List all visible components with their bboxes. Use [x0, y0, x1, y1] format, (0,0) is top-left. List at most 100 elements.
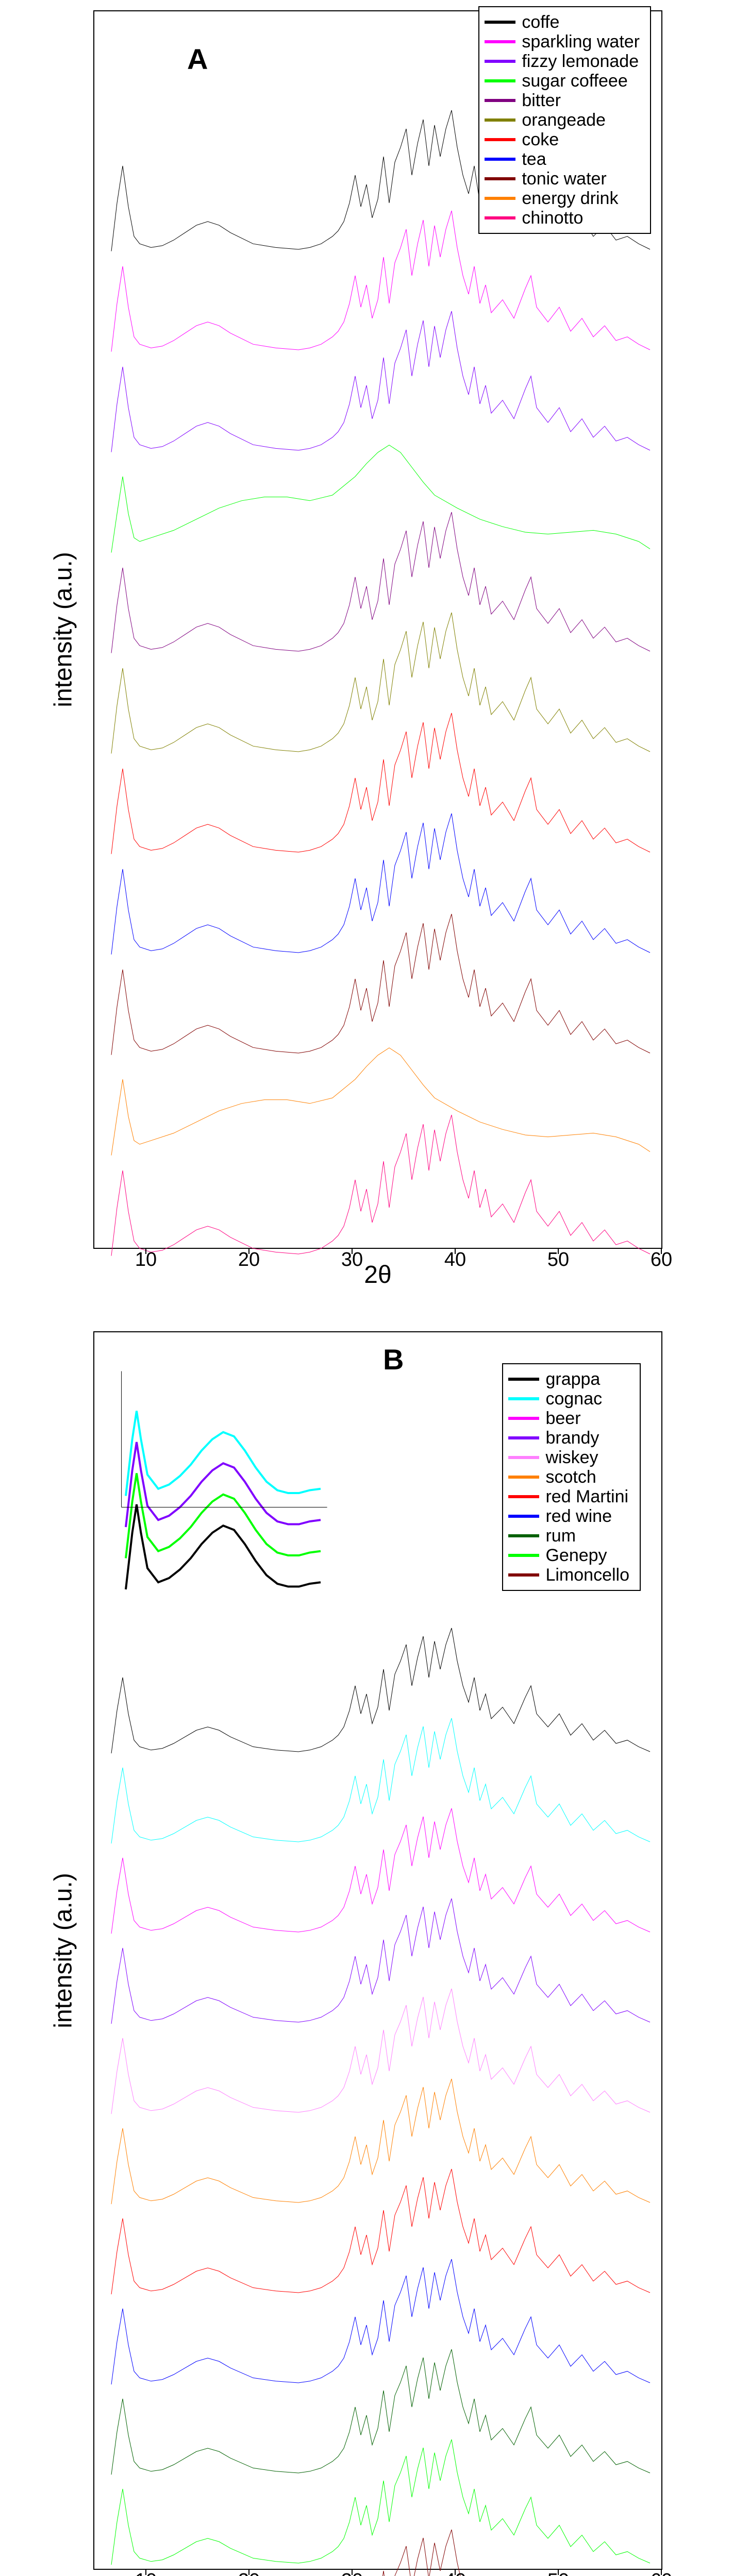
- legend-row: sugar coffeee: [485, 71, 640, 91]
- legend-row: beer: [508, 1409, 629, 1428]
- xlabel-a: 2θ: [364, 1261, 391, 1289]
- legend-swatch: [508, 1495, 539, 1498]
- legend-label: wiskey: [545, 1448, 598, 1468]
- legend-label: sugar coffeee: [522, 71, 627, 91]
- legend-row: Limoncello: [508, 1565, 629, 1585]
- legend-row: rum: [508, 1526, 629, 1546]
- xrd-trace: [94, 1866, 661, 2030]
- legend-swatch: [508, 1534, 539, 1537]
- legend-swatch: [508, 1554, 539, 1557]
- legend-label: tea: [522, 149, 546, 170]
- xrd-trace: [94, 375, 661, 560]
- xrd-trace: [94, 2136, 661, 2301]
- xtick-mark: [145, 1248, 146, 1254]
- xtick-mark: [558, 2569, 559, 2575]
- legend-label: cognac: [545, 1389, 602, 1409]
- xrd-trace: [94, 1078, 661, 1263]
- legend-label: beer: [545, 1409, 580, 1429]
- legend-label: orangeade: [522, 110, 606, 130]
- legend-label: tonic water: [522, 169, 606, 189]
- ylabel-b: intensity (a.u.): [49, 1873, 78, 2028]
- xrd-trace: [94, 2406, 661, 2571]
- legend-row: orangeade: [485, 110, 640, 130]
- legend-row: fizzy lemonade: [485, 52, 640, 71]
- legend-row: scotch: [508, 1467, 629, 1487]
- panel-letter-a: A: [187, 42, 208, 76]
- ylabel-a: intensity (a.u.): [49, 552, 78, 707]
- panel-b: B intensity (a.u.) grappacognacbeerbrand…: [93, 1331, 660, 2570]
- xtick-mark: [661, 2569, 662, 2575]
- legend-row: cognac: [508, 1389, 629, 1409]
- legend-row: wiskey: [508, 1448, 629, 1467]
- xtick-mark: [145, 2569, 146, 2575]
- legend-label: Genepy: [545, 1546, 607, 1566]
- xrd-trace: [94, 274, 661, 460]
- legend-label: bitter: [522, 91, 561, 111]
- xtick-mark: [455, 1248, 456, 1254]
- legend-label: coffe: [522, 12, 559, 32]
- legend-label: grappa: [545, 1369, 600, 1389]
- legend-swatch: [508, 1397, 539, 1400]
- panel-a: A intensity (a.u.) 2θ coffesparkling wat…: [93, 10, 660, 1249]
- legend-swatch: [508, 1573, 539, 1577]
- legend-row: red wine: [508, 1506, 629, 1526]
- xrd-trace: [94, 2316, 661, 2481]
- xtick-mark: [248, 1248, 249, 1254]
- legend-label: rum: [545, 1526, 576, 1546]
- legend-swatch: [485, 216, 515, 219]
- legend-label: coke: [522, 130, 559, 150]
- legend-a: coffesparkling waterfizzy lemonadesugar …: [478, 6, 651, 234]
- legend-label: red wine: [545, 1506, 612, 1527]
- legend-row: red Martini: [508, 1487, 629, 1506]
- xtick-mark: [352, 2569, 353, 2575]
- xrd-trace: [94, 977, 661, 1163]
- legend-label: energy drink: [522, 189, 618, 209]
- legend-swatch: [508, 1378, 539, 1381]
- legend-label: fizzy lemonade: [522, 52, 639, 72]
- legend-label: sparkling water: [522, 32, 640, 52]
- legend-swatch: [485, 21, 515, 24]
- legend-row: coke: [485, 130, 640, 149]
- legend-swatch: [508, 1436, 539, 1439]
- legend-swatch: [485, 60, 515, 63]
- plot-area-a: A intensity (a.u.) 2θ coffesparkling wat…: [93, 10, 662, 1249]
- plot-area-b: B intensity (a.u.) grappacognacbeerbrand…: [93, 1331, 662, 2570]
- xtick-mark: [352, 1248, 353, 1254]
- legend-row: tea: [485, 149, 640, 169]
- legend-row: brandy: [508, 1428, 629, 1448]
- legend-swatch: [485, 158, 515, 161]
- xrd-trace: [94, 2046, 661, 2211]
- legend-swatch: [508, 1456, 539, 1459]
- legend-label: brandy: [545, 1428, 599, 1448]
- xtick-mark: [248, 2569, 249, 2575]
- legend-swatch: [508, 1417, 539, 1420]
- panel-letter-b: B: [383, 1343, 404, 1376]
- legend-swatch: [508, 1476, 539, 1479]
- xrd-trace: [94, 2226, 661, 2391]
- xrd-trace: [94, 575, 661, 761]
- legend-swatch: [485, 99, 515, 102]
- legend-row: bitter: [485, 91, 640, 110]
- xrd-trace: [94, 1775, 661, 1940]
- xtick-mark: [558, 1248, 559, 1254]
- xrd-trace: [94, 1956, 661, 2121]
- legend-row: energy drink: [485, 189, 640, 208]
- legend-label: chinotto: [522, 208, 583, 228]
- xrd-trace: [94, 1595, 661, 1760]
- legend-swatch: [485, 79, 515, 82]
- xtick-mark: [455, 2569, 456, 2575]
- legend-row: chinotto: [485, 208, 640, 228]
- inset-b: [115, 1368, 331, 1595]
- legend-swatch: [485, 138, 515, 141]
- xrd-trace: [94, 1685, 661, 1850]
- xtick-mark: [661, 1248, 662, 1254]
- legend-row: sparkling water: [485, 32, 640, 52]
- legend-row: tonic water: [485, 169, 640, 189]
- xrd-trace: [94, 475, 661, 660]
- xrd-trace: [94, 2497, 661, 2576]
- legend-swatch: [485, 177, 515, 180]
- legend-label: red Martini: [545, 1487, 628, 1507]
- legend-swatch: [485, 118, 515, 122]
- legend-label: scotch: [545, 1467, 596, 1487]
- legend-swatch: [485, 40, 515, 43]
